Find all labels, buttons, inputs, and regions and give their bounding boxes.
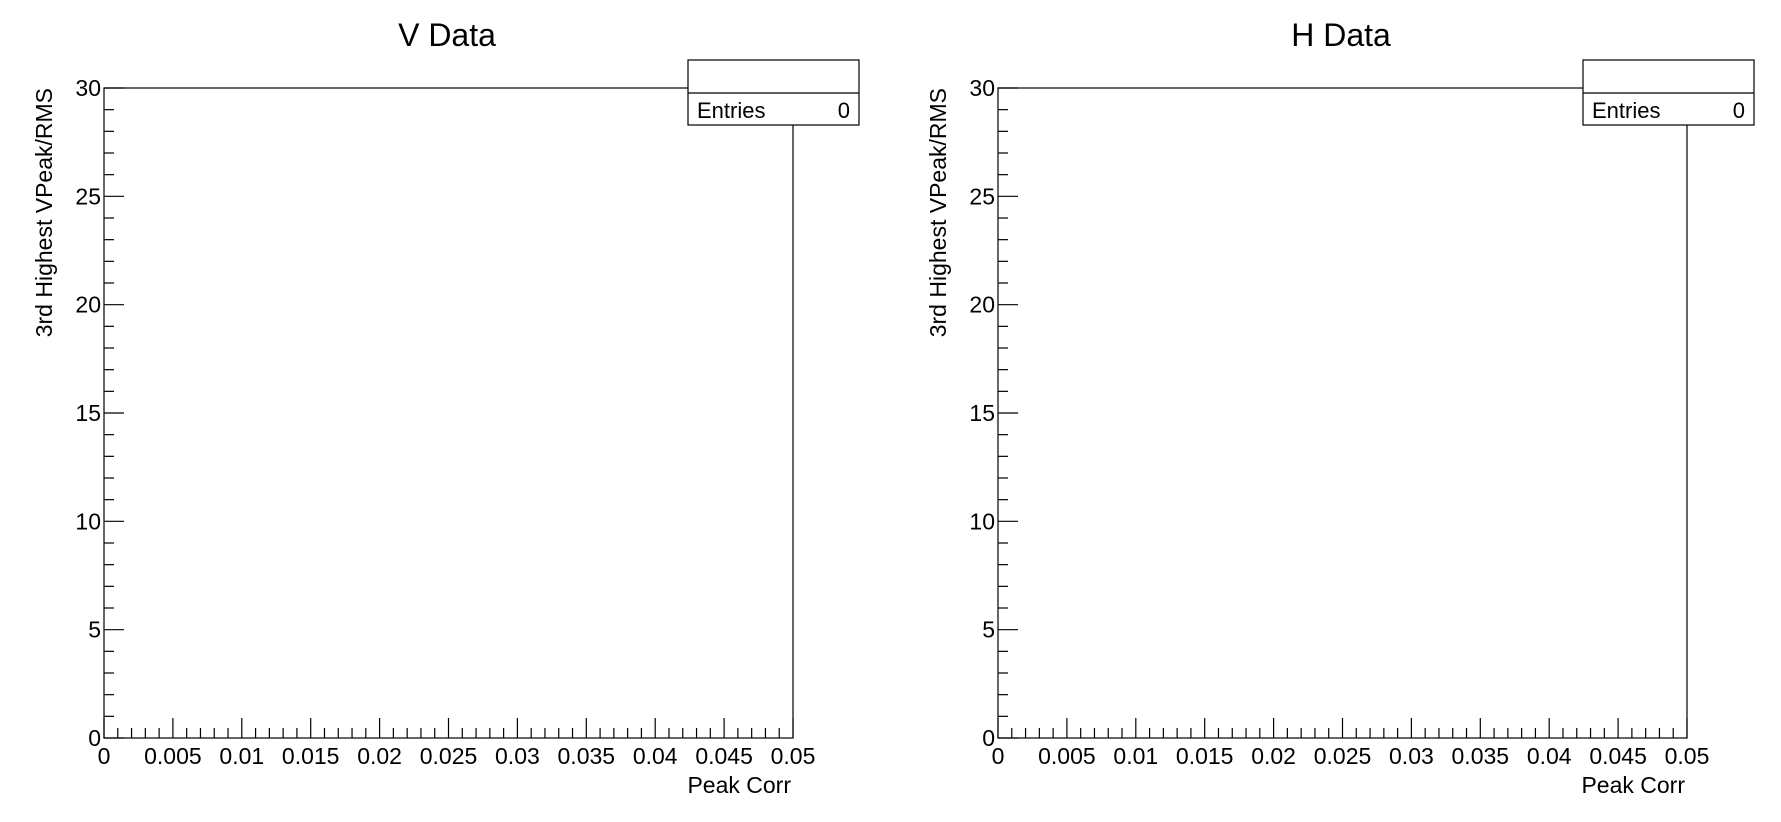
panel-v-data: V Data 0 0.005 0.01 0.015 0.02 0.025 0.03 0.035… [31,17,860,798]
x-tick-label: 0.01 [1113,743,1158,769]
y-tick-label: 30 [969,75,995,101]
y-tick-label: 5 [88,617,101,643]
x-tick-label: 0.05 [771,743,816,769]
y-axis-label: 3rd Highest VPeak/RMS [31,88,57,337]
chart-title: H Data [1291,17,1391,53]
x-tick-label: 0.015 [1176,743,1234,769]
x-tick-label: 0.015 [282,743,340,769]
y-axis-label: 3rd Highest VPeak/RMS [925,88,951,337]
stats-box: Entries 0 [1582,59,1755,126]
y-tick-label: 0 [88,725,101,751]
y-tick-label: 30 [75,75,101,101]
x-tick-label: 0.03 [1389,743,1434,769]
x-tick-label: 0 [992,743,1005,769]
x-tick-label: 0.03 [495,743,540,769]
x-axis: 0 0.005 0.01 0.015 0.02 0.025 0.03 0.035 0.04 0.0… [98,718,816,769]
y-axis: 0 5 10 15 20 25 30 [969,75,1018,751]
x-tick-label: 0.02 [1251,743,1296,769]
x-tick-label: 0.005 [144,743,202,769]
x-tick-label: 0.045 [1589,743,1647,769]
chart-title: V Data [398,17,496,53]
x-tick-label: 0.02 [357,743,402,769]
x-tick-label: 0.04 [1527,743,1572,769]
x-axis-label: Peak Corr [1581,772,1685,798]
x-tick-label: 0.025 [420,743,478,769]
y-axis: 0 5 10 15 20 25 30 [75,75,124,751]
stats-entries-label: Entries [1592,98,1660,123]
x-axis: 0 0.005 0.01 0.015 0.02 0.025 0.03 0.035 0.04 0.0… [992,718,1710,769]
stats-entries-value: 0 [1733,98,1745,123]
x-tick-label: 0.005 [1038,743,1096,769]
x-tick-label: 0 [98,743,111,769]
y-tick-label: 0 [982,725,995,751]
y-tick-label: 15 [75,400,101,426]
y-tick-label: 10 [969,508,995,534]
stats-entries-label: Entries [697,98,765,123]
x-tick-label: 0.04 [633,743,678,769]
stats-box: Entries 0 [687,59,860,126]
x-tick-label: 0.025 [1314,743,1372,769]
x-axis-label: Peak Corr [687,772,791,798]
panel-h-data: H Data 0 0.005 0.01 0.015 0.02 0.025 0.03 0.035… [925,17,1755,798]
x-tick-label: 0.01 [219,743,264,769]
x-tick-label: 0.045 [695,743,753,769]
y-tick-label: 20 [75,292,101,318]
y-tick-label: 10 [75,508,101,534]
x-tick-label: 0.035 [558,743,616,769]
y-tick-label: 15 [969,400,995,426]
x-tick-label: 0.05 [1665,743,1710,769]
y-tick-label: 5 [982,617,995,643]
stats-entries-value: 0 [838,98,850,123]
y-tick-label: 20 [969,292,995,318]
x-tick-label: 0.035 [1452,743,1510,769]
y-tick-label: 25 [75,183,101,209]
y-tick-label: 25 [969,183,995,209]
